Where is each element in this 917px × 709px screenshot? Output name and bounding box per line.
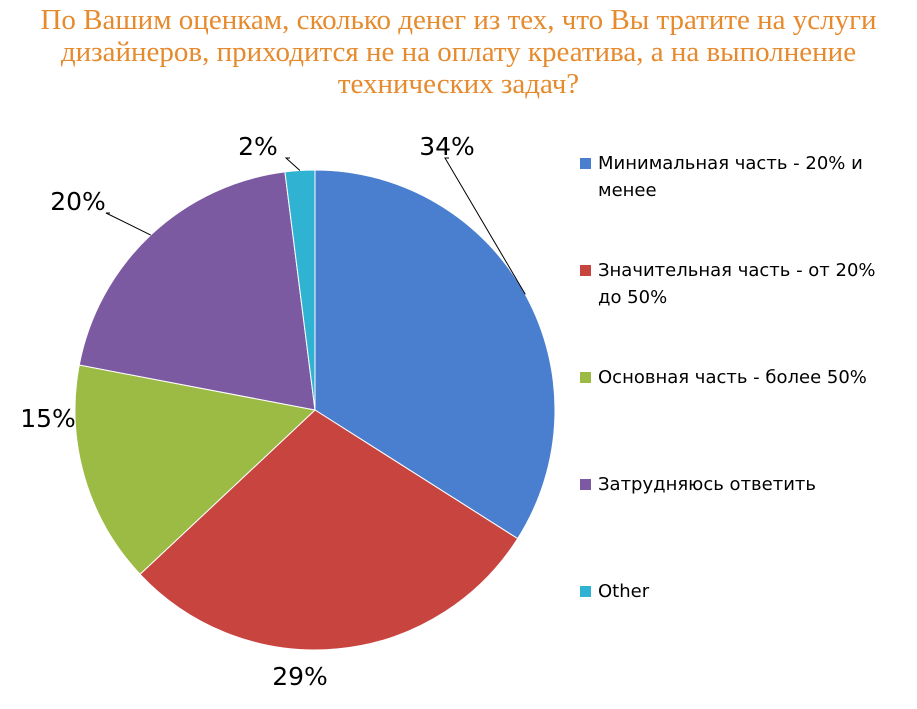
leader-line — [105, 212, 151, 236]
data-label: 34% — [419, 132, 475, 161]
leader-line — [284, 157, 301, 171]
legend-swatch — [580, 586, 591, 597]
legend-label: Затрудняюсь ответить — [598, 474, 817, 495]
legend-swatch — [580, 372, 591, 383]
legend-item: Основная часть - более 50% — [580, 364, 898, 391]
leader-line — [444, 157, 526, 295]
pie-slice — [139, 409, 519, 651]
data-label: 20% — [50, 187, 106, 216]
legend-swatch — [580, 265, 591, 276]
data-label: 29% — [272, 662, 328, 691]
legend-item: Минимальная часть - 20% и менее — [580, 150, 898, 204]
legend-label: Минимальная часть - 20% и менее — [598, 153, 863, 201]
chart-title: По Вашим оценкам, сколько денег из тех, … — [40, 4, 877, 100]
data-label: 15% — [20, 404, 76, 433]
pie-slice — [74, 364, 317, 575]
legend-item: Затрудняюсь ответить — [580, 471, 898, 498]
legend-swatch — [580, 158, 591, 169]
legend-item: Other — [580, 578, 898, 605]
legend-label: Other — [598, 581, 650, 602]
legend-swatch — [580, 479, 591, 490]
data-label: 2% — [238, 132, 278, 161]
legend-label: Значительная часть - от 20% до 50% — [598, 260, 876, 308]
legend-item: Значительная часть - от 20% до 50% — [580, 257, 898, 311]
legend-label: Основная часть - более 50% — [598, 367, 867, 388]
